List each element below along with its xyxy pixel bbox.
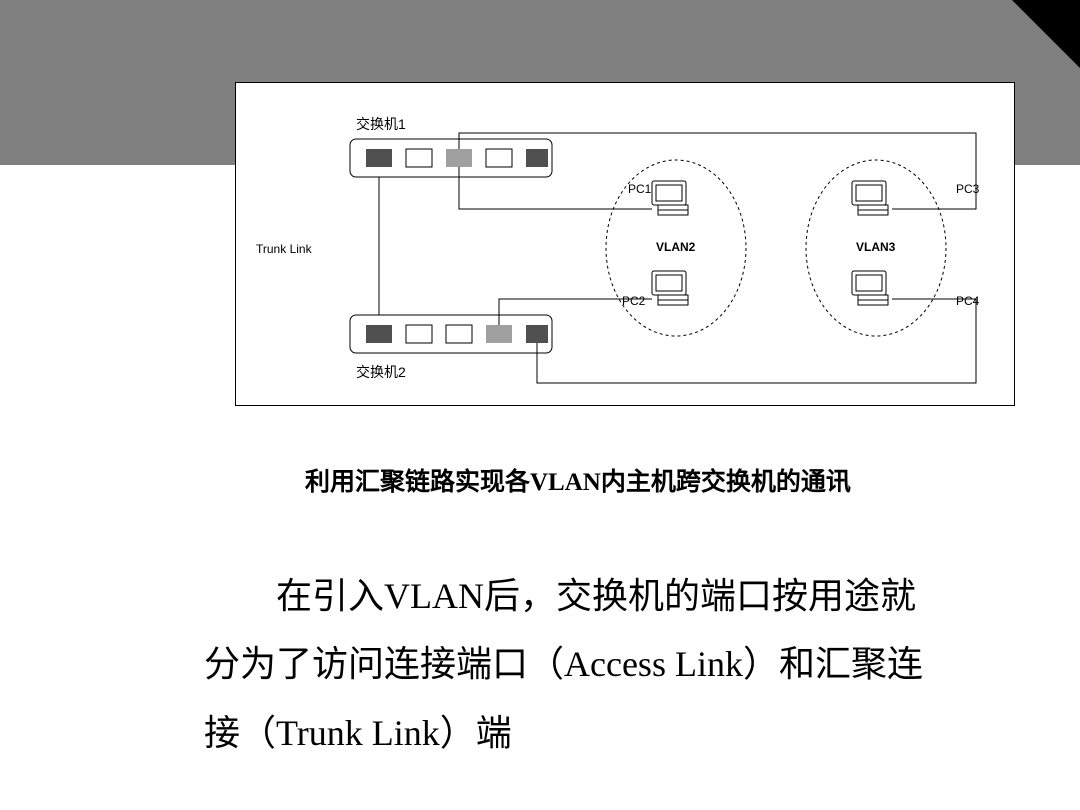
body-paragraph: 在引入VLAN后，交换机的端口按用途就分为了访问连接端口（Access Link… xyxy=(204,562,924,767)
pc4 xyxy=(852,271,888,305)
diagram-svg: 交换机1 交换机2 Trunk Link VLAN2 VLAN3 xyxy=(236,83,1016,407)
switch2-label: 交换机2 xyxy=(356,364,406,380)
network-diagram: 交换机1 交换机2 Trunk Link VLAN2 VLAN3 xyxy=(235,82,1015,406)
switch1-port4 xyxy=(486,149,512,167)
vlan2-label: VLAN2 xyxy=(656,240,696,254)
switch1-port1 xyxy=(366,149,392,167)
switch2-port4 xyxy=(486,325,512,343)
switch1-port3 xyxy=(446,149,472,167)
vlan3-label: VLAN3 xyxy=(856,240,896,254)
diagram-caption: 利用汇聚链路实现各VLAN内主机跨交换机的通讯 xyxy=(305,462,851,498)
pc1 xyxy=(652,181,688,215)
pc1-label: PC1 xyxy=(628,182,652,196)
switch2-port5 xyxy=(526,325,548,343)
switch2-port1 xyxy=(366,325,392,343)
body-text-content: 在引入VLAN后，交换机的端口按用途就分为了访问连接端口（Access Link… xyxy=(204,576,923,753)
corner-triangle xyxy=(1012,0,1080,68)
pc3 xyxy=(852,181,888,215)
switch2-port2 xyxy=(406,325,432,343)
trunk-label: Trunk Link xyxy=(256,242,313,256)
pc2-label: PC2 xyxy=(622,294,646,308)
switch2-port3 xyxy=(446,325,472,343)
switch1-label: 交换机1 xyxy=(356,116,406,132)
switch1-port5 xyxy=(526,149,548,167)
wire-sw2-pc4 xyxy=(537,299,976,383)
switch1-port2 xyxy=(406,149,432,167)
pc2 xyxy=(652,271,688,305)
